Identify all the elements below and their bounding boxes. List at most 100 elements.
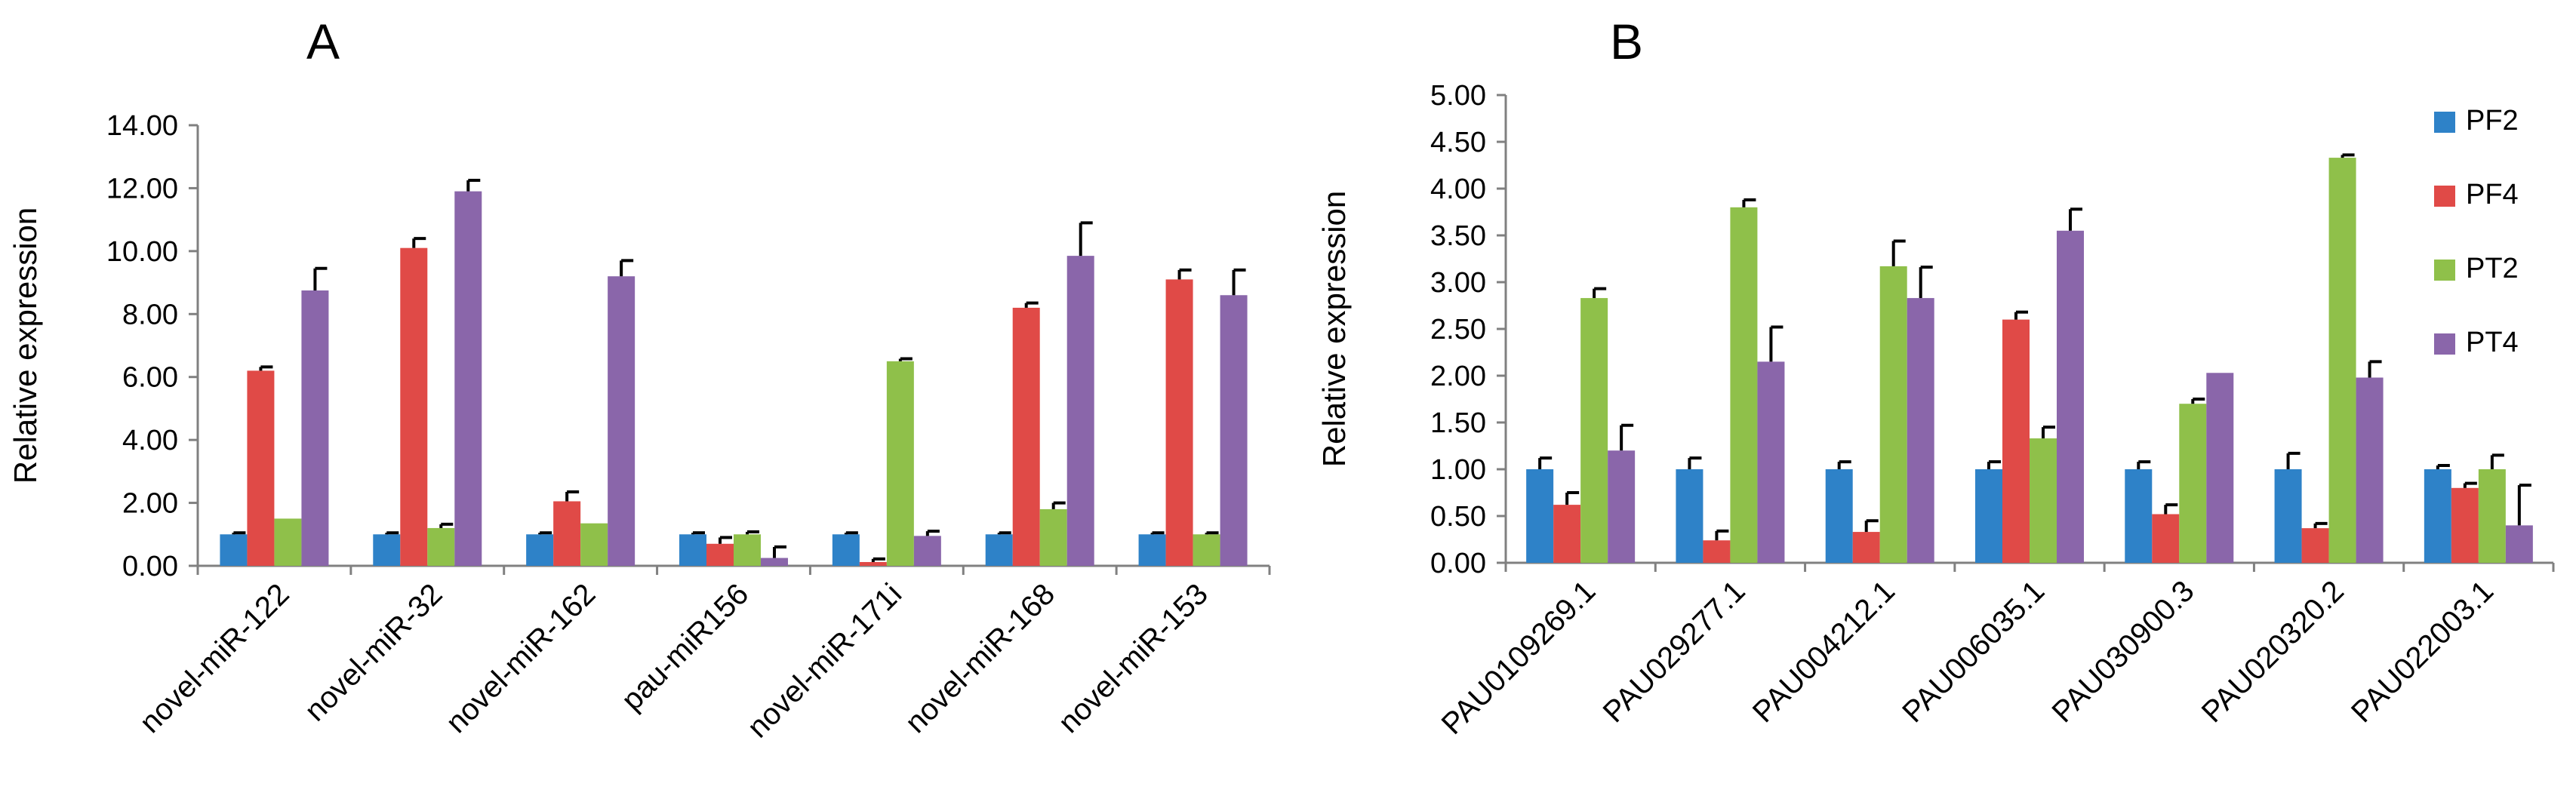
x-tick-label: pau-miR156 bbox=[615, 577, 755, 717]
y-tick-label: 12.00 bbox=[106, 173, 178, 204]
bar-pt4 bbox=[2206, 373, 2234, 563]
bar-pt2 bbox=[274, 518, 302, 566]
x-tick-label: novel-miR-122 bbox=[134, 577, 296, 739]
x-tick-label: PAU030900.3 bbox=[2046, 574, 2201, 729]
bar-pt4 bbox=[454, 191, 482, 566]
bar-pt2 bbox=[1879, 266, 1907, 563]
legend-label: PT4 bbox=[2466, 327, 2519, 358]
bar-pt2 bbox=[2328, 158, 2356, 563]
bar-pf4 bbox=[1165, 279, 1193, 566]
y-tick-label: 2.50 bbox=[1430, 314, 1486, 346]
bar-pt4 bbox=[608, 276, 636, 566]
bar-pf2 bbox=[220, 534, 248, 566]
panel-label: B bbox=[1610, 14, 1643, 69]
y-tick-label: 1.50 bbox=[1430, 407, 1486, 439]
bar-pt4 bbox=[1220, 295, 1248, 566]
bar-pf4 bbox=[859, 561, 887, 566]
bar-pt2 bbox=[2030, 438, 2057, 563]
bar-pf2 bbox=[526, 534, 554, 566]
bar-pf4 bbox=[2152, 514, 2180, 563]
y-tick-label: 14.00 bbox=[106, 110, 178, 142]
legend-swatch-pt4 bbox=[2434, 333, 2455, 355]
x-tick-label: PAU004212.1 bbox=[1747, 574, 1901, 729]
chart-panel-a: A Relative expression 0.00 2.00 4.00 6.00 8.00… bbox=[8, 14, 1271, 745]
bar-pf2 bbox=[2424, 469, 2451, 563]
bar-pt4 bbox=[2505, 525, 2533, 563]
bar-pt2 bbox=[427, 527, 455, 566]
bar-pt4 bbox=[1757, 361, 1785, 563]
bar-pt2 bbox=[1730, 207, 1758, 563]
x-tick-label: PAU029277.1 bbox=[1597, 574, 1752, 729]
bar-pf2 bbox=[679, 534, 706, 566]
bar-pf4 bbox=[2002, 319, 2030, 563]
panel-label: A bbox=[306, 14, 340, 69]
bar-pf2 bbox=[985, 534, 1013, 566]
legend-swatch-pf4 bbox=[2434, 186, 2455, 207]
bar-pf4 bbox=[2301, 528, 2329, 563]
y-axis-label: Relative expression bbox=[8, 207, 43, 484]
bar-pf2 bbox=[2125, 469, 2153, 563]
chart-panel-b: B Relative expression 0.00 0.50 1.00 1.50 2.00… bbox=[1316, 14, 2555, 741]
bar-pt4 bbox=[1907, 298, 1934, 563]
y-tick-label: 4.00 bbox=[122, 425, 178, 456]
y-tick-label: 5.00 bbox=[1430, 80, 1486, 112]
bar-pt4 bbox=[2057, 230, 2084, 563]
x-tick-label: PAU020320.2 bbox=[2196, 574, 2350, 729]
bar-pf4 bbox=[706, 543, 734, 566]
y-tick-label: 8.00 bbox=[122, 299, 178, 330]
legend-swatch-pt2 bbox=[2434, 260, 2455, 281]
bar-pt4 bbox=[913, 536, 941, 566]
y-tick-label: 6.00 bbox=[122, 362, 178, 394]
y-tick-label: 1.00 bbox=[1430, 454, 1486, 486]
bar-pt2 bbox=[1193, 534, 1220, 566]
bar-pf4 bbox=[2451, 487, 2479, 563]
x-tick-label: PAU022003.1 bbox=[2345, 574, 2500, 729]
y-tick-label: 4.00 bbox=[1430, 174, 1486, 205]
x-tick-label: novel-miR-171i bbox=[741, 577, 908, 744]
bar-pt2 bbox=[2478, 469, 2506, 563]
x-tick-label: novel-miR-168 bbox=[899, 577, 1061, 739]
legend: PF2 PF4 PT2 PT4 bbox=[2434, 105, 2519, 358]
bar-pt2 bbox=[1580, 298, 1608, 563]
y-axis-label: Relative expression bbox=[1316, 191, 1352, 468]
bar-pt4 bbox=[761, 558, 788, 566]
bar-pf2 bbox=[1138, 534, 1166, 566]
bar-pf4 bbox=[1852, 532, 1880, 563]
bar-pt2 bbox=[886, 361, 914, 566]
y-tick-label: 4.50 bbox=[1430, 127, 1486, 158]
bar-pf2 bbox=[1825, 469, 1853, 563]
bar-pf2 bbox=[1676, 469, 1703, 563]
bar-pf2 bbox=[2274, 469, 2302, 563]
legend-label: PF2 bbox=[2466, 105, 2519, 137]
x-tick-label: novel-miR-32 bbox=[298, 577, 448, 727]
bar-pt2 bbox=[2179, 404, 2207, 563]
bar-pf2 bbox=[1975, 469, 2002, 563]
bar-pf4 bbox=[400, 247, 428, 566]
bar-pf4 bbox=[1703, 540, 1731, 563]
bar-pt2 bbox=[1039, 508, 1067, 566]
bar-pt2 bbox=[580, 523, 608, 566]
bar-pf4 bbox=[1553, 505, 1581, 563]
legend-label: PT2 bbox=[2466, 253, 2519, 284]
bar-pt4 bbox=[301, 290, 329, 566]
y-tick-label: 0.00 bbox=[122, 551, 178, 582]
bar-pf2 bbox=[832, 534, 860, 566]
y-tick-label: 0.50 bbox=[1430, 501, 1486, 533]
x-tick-label: novel-miR-162 bbox=[439, 577, 602, 739]
y-tick-label: 10.00 bbox=[106, 236, 178, 268]
bar-pf4 bbox=[553, 501, 581, 566]
legend-swatch-pf2 bbox=[2434, 112, 2455, 133]
y-tick-label: 2.00 bbox=[1430, 361, 1486, 392]
x-tick-label: novel-miR-153 bbox=[1052, 577, 1214, 739]
y-tick-label: 0.00 bbox=[1430, 548, 1486, 579]
x-tick-label: PAU006035.1 bbox=[1896, 574, 2051, 729]
y-tick-label: 2.00 bbox=[122, 488, 178, 520]
bar-pt4 bbox=[2356, 377, 2384, 563]
y-tick-label: 3.50 bbox=[1430, 220, 1486, 252]
bar-pt2 bbox=[734, 534, 761, 566]
legend-label: PF4 bbox=[2466, 179, 2519, 210]
bar-pf2 bbox=[373, 534, 401, 566]
x-tick-label: PAU0109269.1 bbox=[1436, 574, 1602, 741]
bar-pt4 bbox=[1066, 256, 1094, 566]
